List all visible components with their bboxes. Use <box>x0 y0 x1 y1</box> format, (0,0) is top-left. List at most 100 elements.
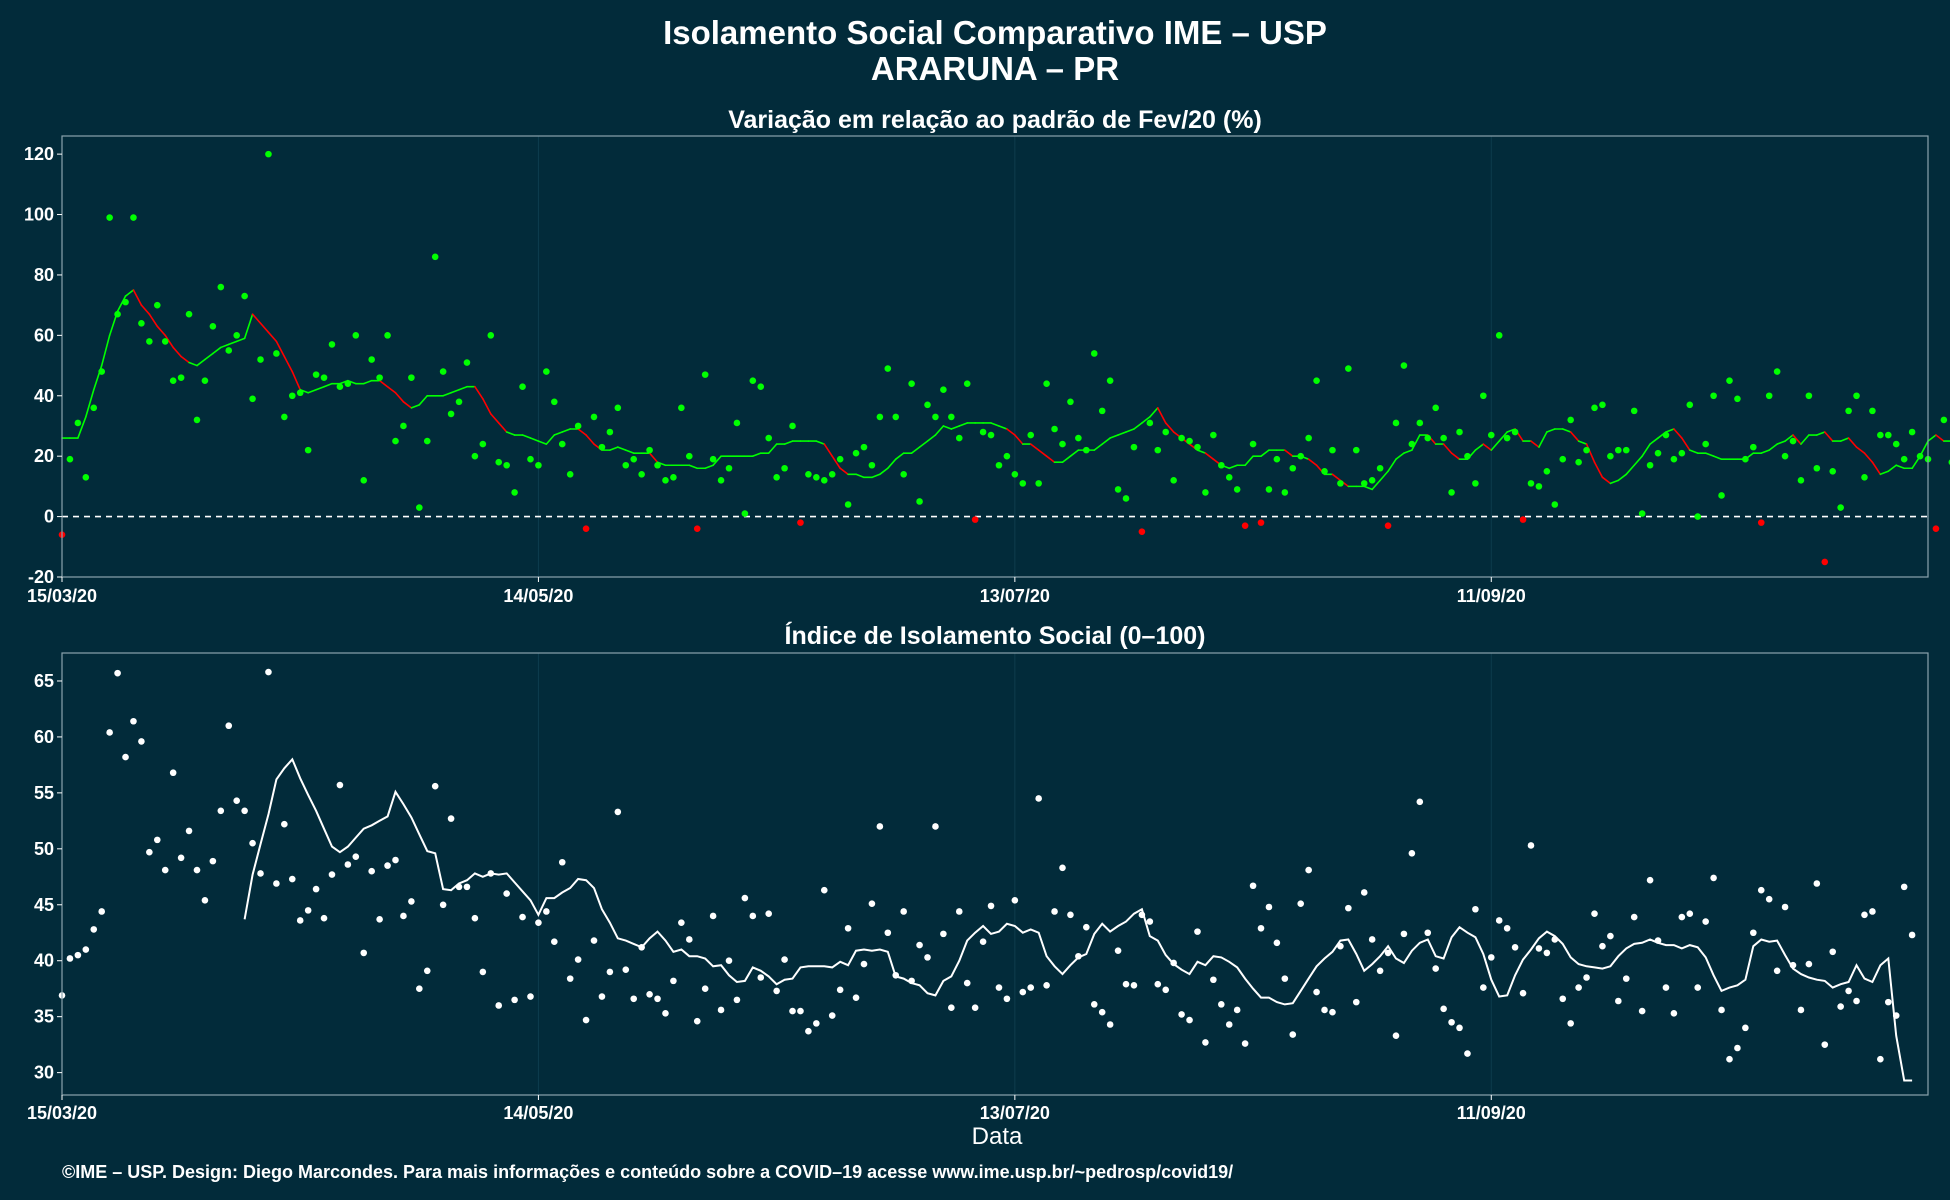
data-point <box>1186 437 1193 445</box>
data-point <box>1781 903 1789 911</box>
y-tick-label: 45 <box>34 895 54 915</box>
data-point <box>1392 419 1400 427</box>
data-point <box>185 827 193 835</box>
data-point <box>836 455 844 463</box>
data-point <box>519 383 526 391</box>
data-point <box>1352 998 1360 1006</box>
data-point <box>1186 1016 1193 1024</box>
x-tick-label: 15/03/20 <box>27 1103 97 1123</box>
data-point <box>273 880 280 887</box>
data-point <box>1821 558 1829 566</box>
data-point <box>1503 924 1511 932</box>
moving-average-segment <box>140 304 151 316</box>
data-point <box>1750 929 1757 937</box>
data-point <box>257 356 264 363</box>
data-point <box>1559 455 1567 463</box>
moving-average-segment <box>585 434 595 445</box>
panel2-title: Índice de Isolamento Social (0–100) <box>785 621 1206 650</box>
data-point <box>1154 446 1162 454</box>
data-point <box>1718 1006 1725 1014</box>
data-point <box>1884 431 1892 439</box>
data-point <box>74 951 82 959</box>
moving-average-segment <box>212 346 222 355</box>
data-point <box>622 966 630 973</box>
data-point <box>312 885 320 893</box>
data-point <box>940 386 947 394</box>
data-point <box>241 292 248 300</box>
data-point <box>1098 1008 1106 1016</box>
data-point <box>1519 516 1527 523</box>
data-point <box>924 401 931 409</box>
data-point <box>820 886 828 894</box>
data-point <box>146 338 153 345</box>
data-point <box>733 996 741 1004</box>
data-point <box>868 461 876 469</box>
data-point <box>1257 519 1265 526</box>
data-point <box>1106 1021 1114 1028</box>
data-point <box>1003 452 1011 460</box>
moving-average-segment <box>180 355 190 364</box>
moving-average-segment <box>1776 440 1786 445</box>
data-point <box>82 474 90 481</box>
data-point <box>1281 975 1289 982</box>
data-point <box>1130 982 1138 989</box>
data-point <box>955 434 963 442</box>
data-point <box>1869 908 1876 915</box>
data-point <box>1075 952 1082 960</box>
data-point <box>1527 480 1535 487</box>
data-point <box>749 377 757 384</box>
moving-average-segment <box>1117 431 1127 436</box>
data-point <box>1051 908 1058 915</box>
data-point <box>479 968 487 976</box>
data-point <box>1360 480 1368 487</box>
data-point <box>1622 975 1630 982</box>
moving-average-segment <box>561 428 571 433</box>
moving-average-segment <box>767 443 778 454</box>
data-point <box>1130 443 1138 451</box>
data-point <box>1694 984 1702 991</box>
moving-average-segment <box>1577 440 1588 445</box>
data-point <box>1654 449 1662 457</box>
data-point <box>1710 392 1717 400</box>
moving-average-segment <box>458 385 468 391</box>
moving-average-segment <box>1871 461 1882 476</box>
moving-average-segment <box>609 446 619 451</box>
data-point <box>574 956 582 963</box>
data-point <box>813 1020 820 1027</box>
moving-average-segment <box>116 295 127 312</box>
data-point <box>1821 1041 1829 1048</box>
x-tick-label: 11/09/20 <box>1457 586 1526 606</box>
data-point <box>1908 428 1916 436</box>
data-point <box>995 984 1003 991</box>
data-point <box>1114 947 1122 954</box>
data-point <box>249 839 256 847</box>
moving-average-segment <box>1712 455 1723 460</box>
data-point <box>114 669 121 677</box>
data-point <box>66 955 74 962</box>
data-point <box>1583 974 1590 981</box>
data-point <box>320 914 328 922</box>
y-tick-label: -20 <box>28 567 54 587</box>
data-point <box>1670 1010 1678 1017</box>
data-point <box>1043 380 1050 387</box>
data-point <box>765 910 772 918</box>
data-point <box>1408 849 1416 857</box>
data-point <box>606 968 614 976</box>
moving-average-segment <box>124 289 135 297</box>
data-point <box>693 525 701 532</box>
data-point <box>781 956 788 963</box>
x-tick-label: 14/05/20 <box>503 586 573 606</box>
data-point <box>82 946 90 953</box>
data-point <box>733 419 741 427</box>
data-point <box>725 464 733 472</box>
moving-average-segment <box>1379 470 1389 482</box>
data-point <box>908 977 915 985</box>
moving-average-segment <box>1681 437 1691 451</box>
data-point <box>606 428 614 436</box>
data-point <box>1646 876 1654 884</box>
data-point <box>670 474 677 481</box>
moving-average-segment <box>132 289 143 306</box>
moving-average-segment <box>879 467 889 476</box>
data-point <box>1718 492 1725 499</box>
data-point <box>1154 980 1162 988</box>
